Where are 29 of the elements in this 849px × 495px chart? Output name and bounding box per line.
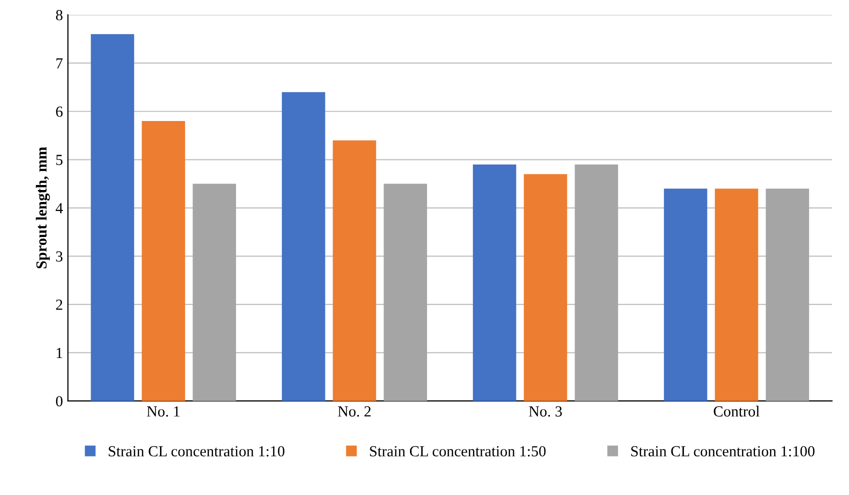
y-tick-label: 5: [56, 154, 62, 166]
legend-label: Strain CL concentration 1:10: [108, 446, 284, 456]
y-tick-label: 1: [56, 348, 62, 358]
y-tick-label: 8: [56, 10, 62, 20]
bar: [472, 164, 516, 401]
bar: [90, 34, 134, 401]
bar: [282, 92, 326, 401]
bar: [192, 184, 236, 401]
x-tick-label: No. 3: [528, 406, 562, 417]
y-tick-label: 0: [56, 396, 62, 406]
legend-label: Strain CL concentration 1:50: [370, 446, 546, 456]
y-tick-label: 4: [56, 203, 63, 214]
bar: [714, 188, 758, 401]
y-tick-label: 7: [56, 58, 63, 68]
bar: [332, 140, 376, 401]
y-tick-label: 3: [56, 251, 62, 262]
bar: [142, 121, 186, 401]
y-tick-label: 2: [56, 300, 62, 310]
legend-label: Strain CL concentration 1:100: [631, 446, 814, 456]
y-axis-title: Sprout length, mm: [36, 146, 50, 268]
bar: [664, 188, 708, 401]
bar: [524, 174, 568, 401]
x-tick-label: Control: [714, 406, 760, 417]
bar: [766, 188, 810, 401]
x-tick-label: No. 1: [146, 406, 180, 417]
bar: [574, 164, 618, 401]
y-tick-label: 6: [56, 106, 63, 117]
x-tick-label: No. 2: [338, 406, 371, 417]
bar: [384, 184, 428, 401]
